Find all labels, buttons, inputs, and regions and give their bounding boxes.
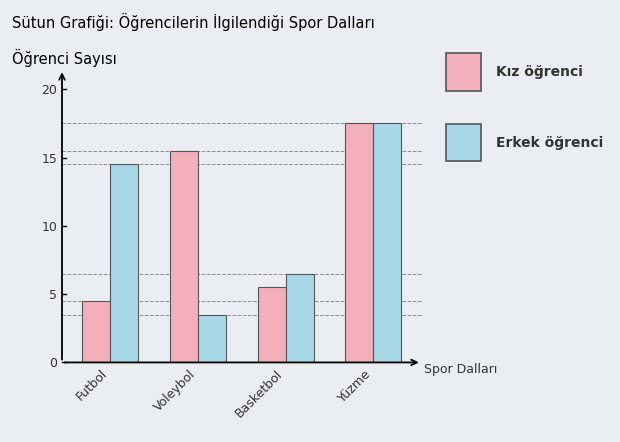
Bar <box>373 123 401 362</box>
Bar <box>198 315 226 362</box>
Bar <box>82 301 110 362</box>
Text: Öğrenci Sayısı: Öğrenci Sayısı <box>12 49 117 67</box>
Bar <box>257 287 286 362</box>
Bar <box>170 151 198 362</box>
Bar <box>110 164 138 362</box>
Text: Erkek öğrenci: Erkek öğrenci <box>496 136 603 149</box>
Text: Spor Dalları: Spor Dalları <box>424 363 498 376</box>
Text: Kız öğrenci: Kız öğrenci <box>496 65 583 79</box>
Bar <box>345 123 373 362</box>
Bar <box>286 274 314 362</box>
Text: Sütun Grafiği: Öğrencilerin İlgilendiği Spor Dalları: Sütun Grafiği: Öğrencilerin İlgilendiği … <box>12 13 375 31</box>
